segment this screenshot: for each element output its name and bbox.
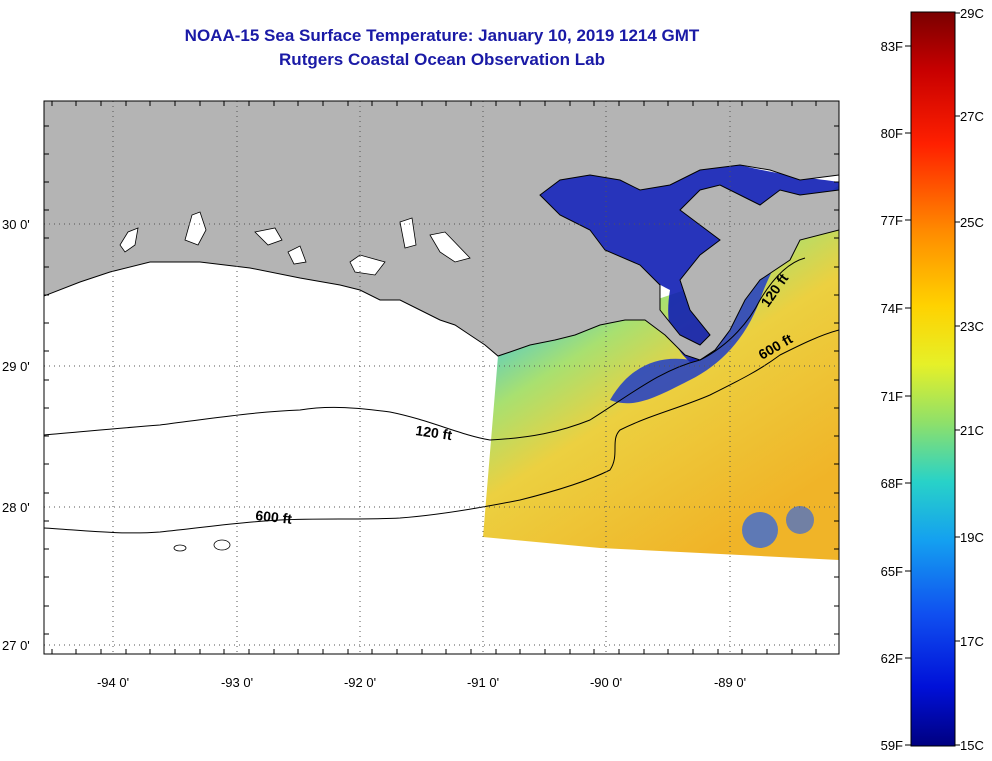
colorbar-c-label: 23C (960, 319, 984, 334)
cool-patch (786, 506, 814, 534)
lake (119, 227, 139, 253)
plot-frame (43, 100, 840, 655)
colorbar-ticks (905, 12, 960, 746)
colorbar-c-label: 29C (960, 6, 984, 21)
colorbar-c-label: 17C (960, 634, 984, 649)
colorbar-c-label: 19C (960, 530, 984, 545)
grid-lines (44, 101, 839, 654)
lake (349, 254, 386, 276)
colorbar-f-label: 68F (881, 476, 903, 491)
map-title: NOAA-15 Sea Surface Temperature: January… (184, 26, 700, 45)
lon-label: -90 0' (590, 675, 622, 690)
lake (184, 211, 207, 246)
colorbar-c-label: 27C (960, 109, 984, 124)
island (173, 544, 187, 552)
lat-label: 29 0' (2, 359, 30, 374)
lake (254, 227, 283, 246)
island (213, 539, 231, 551)
contour-label-120-west: 120 ft (415, 422, 454, 443)
colorbar-f-label: 77F (881, 213, 903, 228)
lake (399, 217, 417, 249)
lat-label: 28 0' (2, 500, 30, 515)
colorbar-f-label: 65F (881, 564, 903, 579)
colorbar-c-label: 21C (960, 423, 984, 438)
lon-label: -92 0' (344, 675, 376, 690)
lon-label: -91 0' (467, 675, 499, 690)
contour-120ft (44, 257, 806, 441)
colorbar-c-label: 25C (960, 215, 984, 230)
lat-label: 30 0' (2, 217, 30, 232)
lon-label: -94 0' (97, 675, 129, 690)
colorbar-f-label: 71F (881, 389, 903, 404)
tick-marks (44, 101, 839, 654)
colorbar (910, 11, 956, 747)
lon-label: -93 0' (221, 675, 253, 690)
colorbar-f-label: 80F (881, 126, 903, 141)
lon-label: -89 0' (714, 675, 746, 690)
colorbar-f-label: 59F (881, 738, 903, 753)
land-area (44, 101, 839, 361)
contour-label-600-west: 600 ft (255, 507, 293, 527)
lake (429, 231, 471, 263)
colorbar-c-label: 15C (960, 738, 984, 753)
map-subtitle: Rutgers Coastal Ocean Observation Lab (279, 50, 605, 69)
lake (287, 245, 307, 265)
colorbar-f-label: 62F (881, 651, 903, 666)
contour-600ft (44, 329, 839, 534)
colorbar-f-label: 74F (881, 301, 903, 316)
cool-patch (742, 512, 778, 548)
lat-label: 27 0' (2, 638, 30, 653)
colorbar-f-label: 83F (881, 39, 903, 54)
